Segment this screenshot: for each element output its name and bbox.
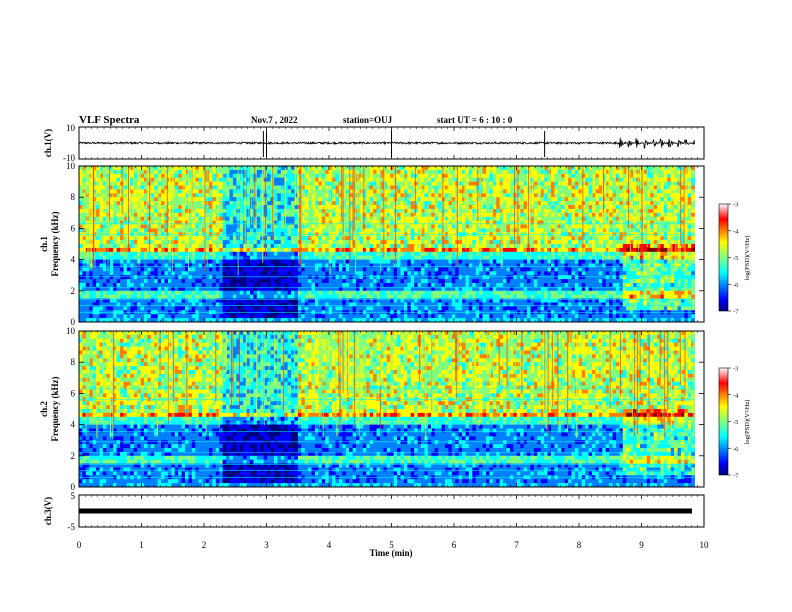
colorbar-ch1-tick--5: -5 — [733, 255, 738, 262]
x-axis-label: Time (min) — [369, 548, 412, 558]
spec1-ytick-10: 10 — [66, 161, 76, 171]
x-tick-label-10: 10 — [700, 540, 710, 550]
waveform-ch3-panel: 5 -5 ch.3(V) — [43, 491, 705, 532]
spec2-ytick-10: 10 — [66, 326, 76, 336]
spec2-ytick-6: 6 — [71, 388, 76, 398]
colorbar-ch1-tick--7: -7 — [733, 309, 739, 316]
spec2-ytick-4: 4 — [71, 420, 76, 430]
spectrogram-ch1-image — [79, 166, 696, 323]
colorbar-ch1 — [718, 203, 729, 312]
ch1-ytick-top: 10 — [66, 123, 76, 133]
x-tick-label-1: 1 — [139, 540, 144, 550]
waveform-ch1-trace — [78, 137, 695, 149]
colorbar-ch1-tick--6: -6 — [733, 282, 739, 289]
ch3-ytick-top: 5 — [71, 491, 76, 501]
colorbar-ch2-label: log(PSD)(V²/Hz) — [744, 400, 751, 445]
spec1-ytick-2: 2 — [71, 286, 76, 296]
ch3-ytick-bottom: -5 — [68, 522, 76, 532]
ch1-ylabel: ch.1(V) — [43, 129, 53, 157]
spec1-ylabel-line2: Frequency (kHz) — [50, 211, 60, 276]
x-tick-label-7: 7 — [514, 540, 519, 550]
colorbar-ch1-tick--3: -3 — [733, 202, 738, 209]
spec2-ylabel-line2: Frequency (kHz) — [50, 376, 60, 441]
x-tick-label-2: 2 — [202, 540, 207, 550]
x-axis: 0 1 2 3 4 5 6 7 8 9 10 — [77, 127, 709, 550]
ch1-ytick-bottom: -10 — [63, 153, 75, 163]
spec2-ytick-2: 2 — [71, 451, 76, 461]
station-label: station=OUJ — [343, 115, 393, 125]
spec2-ylabel-line1: ch.2 — [39, 401, 49, 417]
spec2-ytick-8: 8 — [71, 357, 76, 367]
colorbar-ch2 — [718, 367, 729, 476]
ch3-ylabel: ch.3(V) — [43, 497, 53, 525]
colorbar-ch2-tick--7: -7 — [733, 473, 739, 480]
spec1-ytick-4: 4 — [71, 255, 76, 265]
x-tick-label-0: 0 — [77, 540, 82, 550]
spec1-ytick-6: 6 — [71, 223, 76, 233]
spec1-ytick-0: 0 — [71, 317, 76, 327]
spec1-ylabel-line1: ch.1 — [39, 236, 49, 252]
colorbar-ch2-tick--4: -4 — [733, 392, 739, 399]
colorbar-ch2-tick--5: -5 — [733, 419, 738, 426]
figure-title: VLF Spectra — [79, 114, 140, 126]
spec2-ytick-0: 0 — [71, 482, 76, 492]
start-ut-label: start UT = 6 : 10 : 0 — [437, 115, 513, 125]
waveform-ch1-panel: 10 -10 ch.1(V) — [43, 123, 705, 163]
spectrogram-ch2-image — [79, 331, 696, 488]
spec1-ytick-8: 8 — [71, 192, 76, 202]
colorbar-ch2-tick--3: -3 — [733, 366, 738, 373]
x-tick-label-8: 8 — [577, 540, 582, 550]
date-label: Nov.7 , 2022 — [251, 115, 298, 125]
x-tick-label-4: 4 — [327, 540, 332, 550]
colorbar-ch2-tick--6: -6 — [733, 446, 739, 453]
x-tick-label-9: 9 — [639, 540, 644, 550]
x-tick-label-5: 5 — [389, 540, 394, 550]
colorbar-ch1-label: log(PSD)(V²/Hz) — [744, 236, 751, 281]
x-tick-label-3: 3 — [264, 540, 269, 550]
x-tick-label-6: 6 — [452, 540, 457, 550]
colorbar-ch1-tick--4: -4 — [733, 228, 739, 235]
